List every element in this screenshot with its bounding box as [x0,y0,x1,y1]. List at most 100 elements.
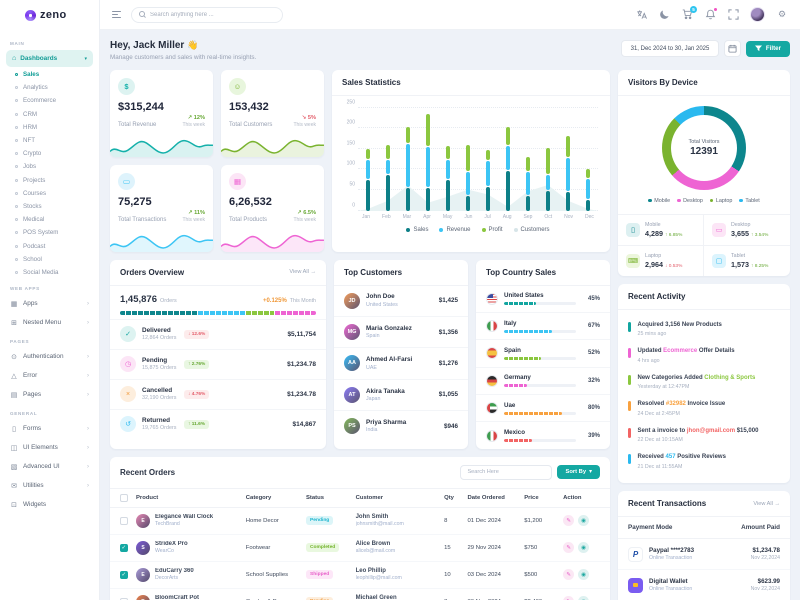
sidebar-item-label: Sales [23,71,40,79]
legend-label: Customers [520,226,550,233]
sidebar-item-error[interactable]: △ Error › [0,366,99,385]
sidebar-item-crypto[interactable]: Crypto [0,147,99,160]
row-checkbox[interactable] [120,598,128,600]
country-bar [504,439,576,443]
category-cell: Footwear [245,544,271,551]
sidebar-item-advanced-ui[interactable]: ▧ Advanced UI › [0,457,99,476]
sidebar-item-widgets[interactable]: ⊡ Widgets [0,495,99,514]
date-range-input[interactable]: 31, Dec 2024 to 30, Jan 2025 [620,40,720,57]
edit-icon[interactable]: ✎ [563,596,575,600]
country-row-it: Italy 67% [476,311,610,339]
sidebar-item-authentication[interactable]: ⊙ Authentication › [0,347,99,366]
customer-row: JD John Doe United States $1,425 [334,286,468,316]
orders-overview-view-all[interactable]: View All → [289,269,316,275]
translate-icon[interactable] [635,9,647,21]
country-row-ae: Uae 80% [476,394,610,421]
sidebar-item-dashboards[interactable]: ⌂ Dashboards ▾ [6,50,93,67]
legend-item-laptop: Laptop [709,198,732,204]
sidebar-item-forms[interactable]: ▯ Forms › [0,419,99,438]
bell-icon[interactable] [704,7,717,21]
status-badge: Completed [306,543,340,553]
sidebar-item-crm[interactable]: CRM [0,108,99,121]
moon-icon[interactable] [658,9,670,21]
payment-type: Online Transaction [649,586,693,593]
x-tick-label: Jun [464,213,473,220]
edit-icon[interactable]: ✎ [563,542,575,554]
row-checkbox[interactable]: ✓ [120,544,128,552]
select-all-checkbox[interactable] [120,494,128,502]
sidebar-item-projects[interactable]: Projects [0,174,99,187]
orders-search[interactable] [460,464,553,480]
brand-logo[interactable]: zeno [0,0,99,30]
sidebar-item-jobs[interactable]: Jobs [0,160,99,173]
sidebar-item-podcast[interactable]: Podcast [0,239,99,252]
sidebar-item-courses[interactable]: Courses [0,187,99,200]
country-pct: 45% [587,295,600,302]
orders-search-input[interactable] [467,469,546,476]
gear-icon[interactable]: ⚙ [777,9,787,19]
row-checkbox[interactable] [120,517,128,525]
hamburger-menu-icon[interactable] [112,11,121,18]
sort-by-button[interactable]: Sort By ▾ [557,465,600,480]
column-header-qty: Qty [444,494,454,501]
cart-icon[interactable]: 5 [681,5,697,21]
sales-statistics-title: Sales Statistics [342,77,401,87]
calendar-button[interactable] [724,40,742,57]
sidebar-item-school[interactable]: School [0,253,99,266]
bar-apr [426,113,430,211]
global-search[interactable] [131,6,283,23]
activity-marker [628,401,631,412]
sidebar-item-sales[interactable]: Sales [0,68,99,81]
sidebar-item-ecommerce[interactable]: Ecommerce [0,94,99,107]
device-delta: ↑ 8.25% [751,263,769,269]
view-icon[interactable]: ◉ [578,569,590,581]
table-row: ✓ S StrideX Pro WearCo Footwear Completed Alic… [110,535,610,562]
filter-button[interactable]: Filter [746,40,790,57]
sidebar-item-utilities[interactable]: ✉ Utilities › [0,476,99,495]
category-cell: Garden & Decor [246,599,306,600]
sidebar-item-social-media[interactable]: Social Media [0,266,99,279]
search-input[interactable] [150,11,275,18]
wave-emoji: 👋 [187,40,199,50]
view-icon[interactable]: ◉ [578,596,590,600]
sidebar-item-medical[interactable]: Medical [0,213,99,226]
customer-name: Maria Gonzalez [366,324,412,332]
activity-highlight: jhon@gmail.com [686,427,736,434]
search-icon [139,11,146,18]
trend-up-icon: ↗ [187,209,195,216]
sidebar-item-ui-elements[interactable]: ◫ UI Elements › [0,438,99,457]
country-row-es: Spain 52% [476,339,610,366]
home-icon: ⌂ [12,55,17,62]
edit-icon[interactable]: ✎ [563,515,575,527]
qty-cell: 3 [444,599,467,600]
sidebar-item-nested-menu[interactable]: ⊞ Nested Menu › [0,313,99,332]
transactions-view-all[interactable]: View All → [753,500,780,507]
stat-card-total-revenue: $ $315,244 Total Revenue ↗ 12% This week [110,69,213,157]
wallet-icon [628,577,643,593]
view-icon[interactable]: ◉ [578,542,590,554]
sidebar-item-stocks[interactable]: Stocks [0,200,99,213]
edit-icon[interactable]: ✎ [563,569,575,581]
product-image: E [136,567,150,582]
user-avatar[interactable] [750,7,765,22]
sidebar-item-label: Dashboards [20,55,58,62]
layers-icon: ⊞ [11,319,17,327]
legend-label: Revenue [446,226,471,233]
row-checkbox[interactable]: ✓ [120,571,128,579]
bullet-icon [15,231,18,235]
activity-text: Received 457 Positive Reviews [637,454,726,461]
sidebar-item-pos-system[interactable]: POS System [0,226,99,239]
fullscreen-icon[interactable] [727,9,739,21]
activity-text: Updated Ecommerce Offer Details [637,348,735,355]
sidebar-item-analytics[interactable]: Analytics [0,81,99,94]
customer-row: MG Maria Gonzalez Spain $1,356 [334,315,468,347]
view-icon[interactable]: ◉ [578,515,590,527]
recent-orders-title: Recent Orders [120,467,176,477]
sidebar-item-hrm[interactable]: HRM [0,121,99,134]
stat-label: Total Transactions [118,216,167,223]
device-value: 3,655 ↑ 3.54% [731,228,769,238]
sidebar-item-pages[interactable]: ▤ Pages › [0,385,99,404]
sidebar-item-apps[interactable]: ▦ Apps › [0,294,99,313]
sidebar-item-nft[interactable]: NFT [0,134,99,147]
chevron-right-icon: › [87,482,89,489]
